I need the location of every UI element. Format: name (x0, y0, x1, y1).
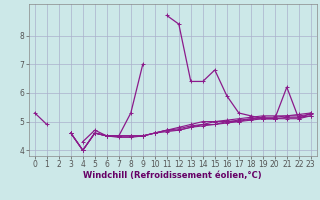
X-axis label: Windchill (Refroidissement éolien,°C): Windchill (Refroidissement éolien,°C) (84, 171, 262, 180)
